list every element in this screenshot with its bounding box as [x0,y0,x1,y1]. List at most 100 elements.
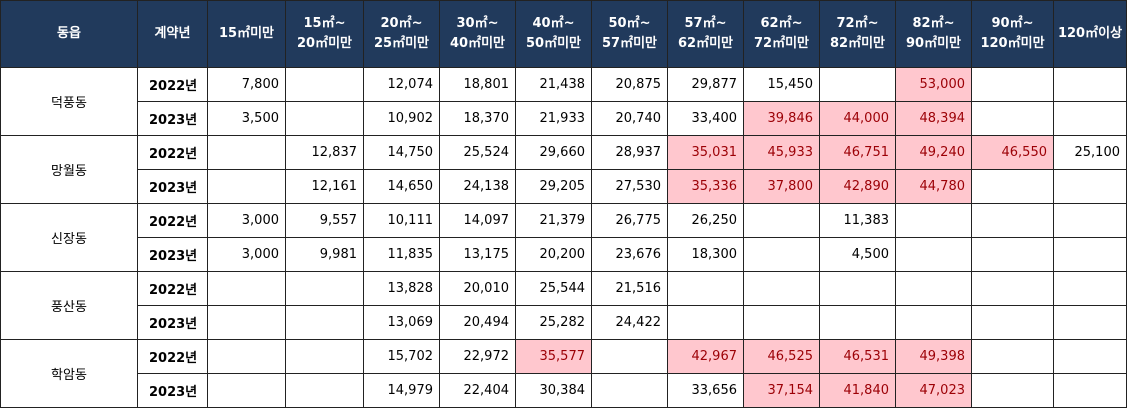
value-cell [743,305,820,340]
value-cell [591,339,668,374]
table-row: 망월동 2022년 12,837 14,750 25,524 29,660 28,937 35… [0,135,1127,204]
value-cell: 22,404 [439,373,516,408]
value-cell: 21,516 [591,271,668,306]
value-cell [1053,101,1127,136]
value-cell: 21,379 [515,203,592,238]
value-cell [1053,203,1127,238]
dong-cell: 학암동 [0,339,138,408]
value-cell: 27,530 [591,169,668,204]
value-cell: 25,524 [439,135,516,170]
header-col: 15㎡~ 20㎡미만 [285,0,364,68]
value-cell: 30,384 [515,373,592,408]
highlighted-value-cell: 35,336 [667,169,744,204]
value-cell [971,271,1054,306]
value-cell: 24,422 [591,305,668,340]
value-cell [285,339,364,374]
value-cell [667,305,744,340]
value-cell: 14,750 [363,135,440,170]
header-col: 72㎡~ 82㎡미만 [819,0,896,68]
value-cell: 24,138 [439,169,516,204]
value-cell: 13,069 [363,305,440,340]
year-cell: 2023년 [137,237,208,272]
value-cell [207,339,286,374]
highlighted-value-cell: 48,394 [895,101,972,136]
value-cell [743,203,820,238]
value-cell: 11,835 [363,237,440,272]
value-cell: 10,902 [363,101,440,136]
highlighted-value-cell: 39,846 [743,101,820,136]
highlighted-value-cell: 46,525 [743,339,820,374]
value-cell: 20,200 [515,237,592,272]
value-cell: 9,557 [285,203,364,238]
value-cell: 29,660 [515,135,592,170]
value-cell: 11,383 [819,203,896,238]
dong-cell: 풍산동 [0,271,138,340]
value-cell [285,373,364,408]
highlighted-value-cell: 53,000 [895,67,972,102]
value-cell [743,271,820,306]
highlighted-value-cell: 44,000 [819,101,896,136]
value-cell: 12,837 [285,135,364,170]
highlighted-value-cell: 49,398 [895,339,972,374]
value-cell: 14,097 [439,203,516,238]
value-cell: 21,438 [515,67,592,102]
value-cell [895,271,972,306]
table-row: 2023년 12,161 14,650 24,138 29,205 27,530 35,33… [1,169,1127,204]
value-cell [285,305,364,340]
highlighted-value-cell: 35,577 [515,339,592,374]
year-cell: 2023년 [137,305,208,340]
highlighted-value-cell: 45,933 [743,135,820,170]
year-cell: 2022년 [137,135,208,170]
value-cell [971,373,1054,408]
year-cell: 2023년 [137,169,208,204]
value-cell [971,237,1054,272]
value-cell: 20,494 [439,305,516,340]
value-cell: 33,656 [667,373,744,408]
value-cell [1053,67,1127,102]
value-cell: 18,300 [667,237,744,272]
dong-cell: 덕풍동 [0,67,138,136]
year-cell: 2022년 [137,203,208,238]
value-cell: 14,650 [363,169,440,204]
value-cell: 20,740 [591,101,668,136]
header-col: 90㎡~ 120㎡미만 [971,0,1054,68]
value-cell [971,339,1054,374]
year-cell: 2022년 [137,67,208,102]
highlighted-value-cell: 46,751 [819,135,896,170]
value-cell [1053,271,1127,306]
header-col: 82㎡~ 90㎡미만 [895,0,972,68]
value-cell: 3,000 [207,237,286,272]
table-row: 2023년 3,500 10,902 18,370 21,933 20,740 33,400… [1,101,1127,136]
value-cell: 28,937 [591,135,668,170]
table-row: 덕풍동 2022년 7,800 12,074 18,801 21,438 20,875 29,… [0,67,1127,136]
value-cell [743,237,820,272]
value-cell: 3,500 [207,101,286,136]
header-col: 20㎡~ 25㎡미만 [363,0,440,68]
table-body: 덕풍동 2022년 7,800 12,074 18,801 21,438 20,875 29,… [0,67,1127,408]
highlighted-value-cell: 37,800 [743,169,820,204]
value-cell: 12,074 [363,67,440,102]
header-col: 62㎡~ 72㎡미만 [743,0,820,68]
value-cell [285,67,364,102]
dong-cell: 망월동 [0,135,138,204]
value-cell [1053,237,1127,272]
year-cell: 2022년 [137,339,208,374]
table-row: 2023년 3,000 9,981 11,835 13,175 20,200 23,676 1… [1,237,1127,272]
value-cell: 20,875 [591,67,668,102]
highlighted-value-cell: 47,023 [895,373,972,408]
value-cell [285,101,364,136]
value-cell [819,67,896,102]
value-cell [971,305,1054,340]
header-dong: 동읍 [0,0,138,68]
value-cell: 14,979 [363,373,440,408]
value-cell: 12,161 [285,169,364,204]
value-cell: 29,205 [515,169,592,204]
value-cell [1053,373,1127,408]
value-cell: 10,111 [363,203,440,238]
value-cell [207,169,286,204]
value-cell [1053,305,1127,340]
table-row: 2023년 13,069 20,494 25,282 24,422 [1,305,1127,340]
value-cell [591,373,668,408]
value-cell [895,203,972,238]
